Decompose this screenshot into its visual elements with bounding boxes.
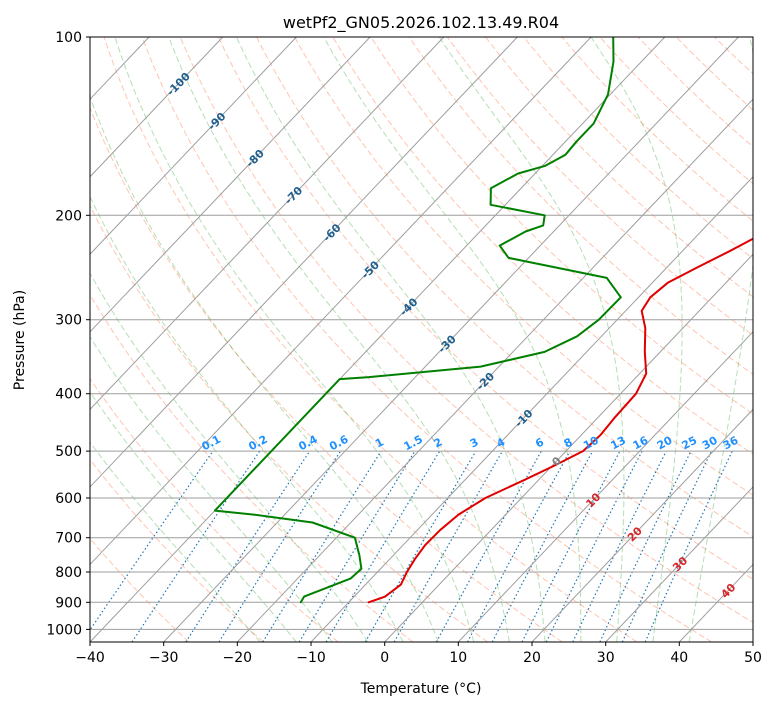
isotherm-grid-line xyxy=(457,331,753,642)
dry-adiabat-line xyxy=(90,106,563,642)
mixing-ratio-line xyxy=(621,450,713,642)
y-tick-label: 300 xyxy=(55,313,82,329)
mixing-ratio-line xyxy=(364,450,477,642)
isotherm-grid-line xyxy=(90,37,371,333)
moist-adiabat-line xyxy=(590,37,683,642)
isotherm-grid-line xyxy=(310,176,753,642)
plot-frame xyxy=(89,36,754,643)
mixing-ratio-line xyxy=(599,450,692,642)
isotherm-grid-line xyxy=(384,253,753,642)
mixing-ratio-label: 10 xyxy=(581,434,601,453)
isotherm-grid-line xyxy=(236,98,753,642)
y-tick-label: 500 xyxy=(55,444,82,460)
x-tick-label: −30 xyxy=(149,650,179,666)
dry-adiabat-line xyxy=(90,458,264,642)
chart-title: wetPf2_GN05.2026.102.13.49.R04 xyxy=(283,13,559,33)
dry-adiabat-line xyxy=(294,37,753,496)
y-tick-label: 100 xyxy=(55,30,82,46)
isotherm-grid-line xyxy=(90,37,592,566)
dry-adiabat-line xyxy=(370,37,753,415)
mixing-ratio-line xyxy=(262,450,382,642)
x-tick-label: 50 xyxy=(744,650,762,666)
x-tick-label: 20 xyxy=(523,650,541,666)
mixing-ratio-line xyxy=(466,450,571,642)
moist-adiabat-line xyxy=(90,441,261,642)
dry-adiabat-line xyxy=(637,37,753,148)
isotherm-grid-line xyxy=(90,37,445,411)
sounding-profiles xyxy=(213,37,753,604)
y-tick-label: 200 xyxy=(55,208,82,224)
moist-adiabat-line xyxy=(90,391,297,642)
dry-adiabat-line xyxy=(90,293,414,642)
dry-adiabat-line xyxy=(599,37,753,185)
mixing-ratio-label: 30 xyxy=(700,434,720,453)
y-tick-label: 800 xyxy=(55,565,82,581)
moist-adiabat-line xyxy=(236,37,546,642)
mixing-ratio-line xyxy=(90,450,214,632)
y-tick-label: 900 xyxy=(55,595,82,611)
dry-adiabat-line xyxy=(141,37,712,642)
isotherm-grid-line xyxy=(531,408,753,642)
mixing-ratio-line xyxy=(185,450,311,642)
y-tick-label: 1000 xyxy=(46,622,82,638)
mixing-ratio-line xyxy=(298,450,416,642)
mixing-ratio-line xyxy=(393,450,504,642)
moist-adiabat-line xyxy=(168,37,510,642)
mixing-ratio-label: 20 xyxy=(655,434,675,453)
dry-adiabat-line xyxy=(256,37,753,538)
mixing-ratio-label: 25 xyxy=(680,434,700,453)
mixing-ratio-line xyxy=(435,450,542,642)
isotherm-grid-line xyxy=(90,37,518,488)
mixing-ratio-label: 36 xyxy=(721,434,741,453)
moist-adiabat-line xyxy=(114,37,475,642)
isotherm-grid-line xyxy=(163,37,739,642)
x-tick-label: −10 xyxy=(296,650,326,666)
axes: −40 −30 −20 −10 0 10 20 30 40 50 100 200 300 400 500 60… xyxy=(46,30,762,666)
mixing-ratio-line xyxy=(572,450,667,642)
y-tick-label: 700 xyxy=(55,531,82,547)
y-axis-label: Pressure (hPa) xyxy=(12,290,28,390)
isotherm-grid-line xyxy=(90,37,224,178)
mixing-ratio-label: 16 xyxy=(631,434,651,453)
y-tick-label: 600 xyxy=(55,491,82,507)
dry-adiabat-line xyxy=(103,37,638,642)
background-lines xyxy=(90,37,753,642)
dewpoint-profile-line xyxy=(213,37,622,604)
moist-adiabat-line xyxy=(90,95,439,642)
mixing-ratio-line xyxy=(644,450,733,642)
moist-adiabat-line xyxy=(90,272,369,642)
moist-adiabat-line xyxy=(90,335,333,642)
temperature-profile-line xyxy=(367,237,753,604)
dry-adiabat-line xyxy=(332,37,753,455)
x-tick-label: −40 xyxy=(75,650,105,666)
mixing-ratio-line xyxy=(218,450,342,642)
mixing-ratio-label: 13 xyxy=(608,434,628,453)
isotherm-grid-line xyxy=(605,486,753,642)
x-axis-label: Temperature (°C) xyxy=(360,681,482,697)
mixing-ratio-line xyxy=(325,450,441,642)
moist-adiabat-line xyxy=(90,195,404,642)
x-tick-label: 10 xyxy=(449,650,467,666)
dry-adiabat-line xyxy=(179,37,753,623)
isotherm-grid-line xyxy=(90,37,666,642)
x-tick-label: 0 xyxy=(380,650,389,666)
moist-adiabat-line xyxy=(323,37,582,642)
x-tick-label: −20 xyxy=(223,650,253,666)
isotherm-grid-line xyxy=(90,37,297,256)
grid-lines xyxy=(90,37,753,642)
x-tick-label: 30 xyxy=(597,650,615,666)
dry-adiabat-line xyxy=(90,537,190,642)
y-tick-label: 400 xyxy=(55,387,82,403)
moist-adiabat-line xyxy=(688,37,753,642)
x-tick-label: 40 xyxy=(670,650,688,666)
